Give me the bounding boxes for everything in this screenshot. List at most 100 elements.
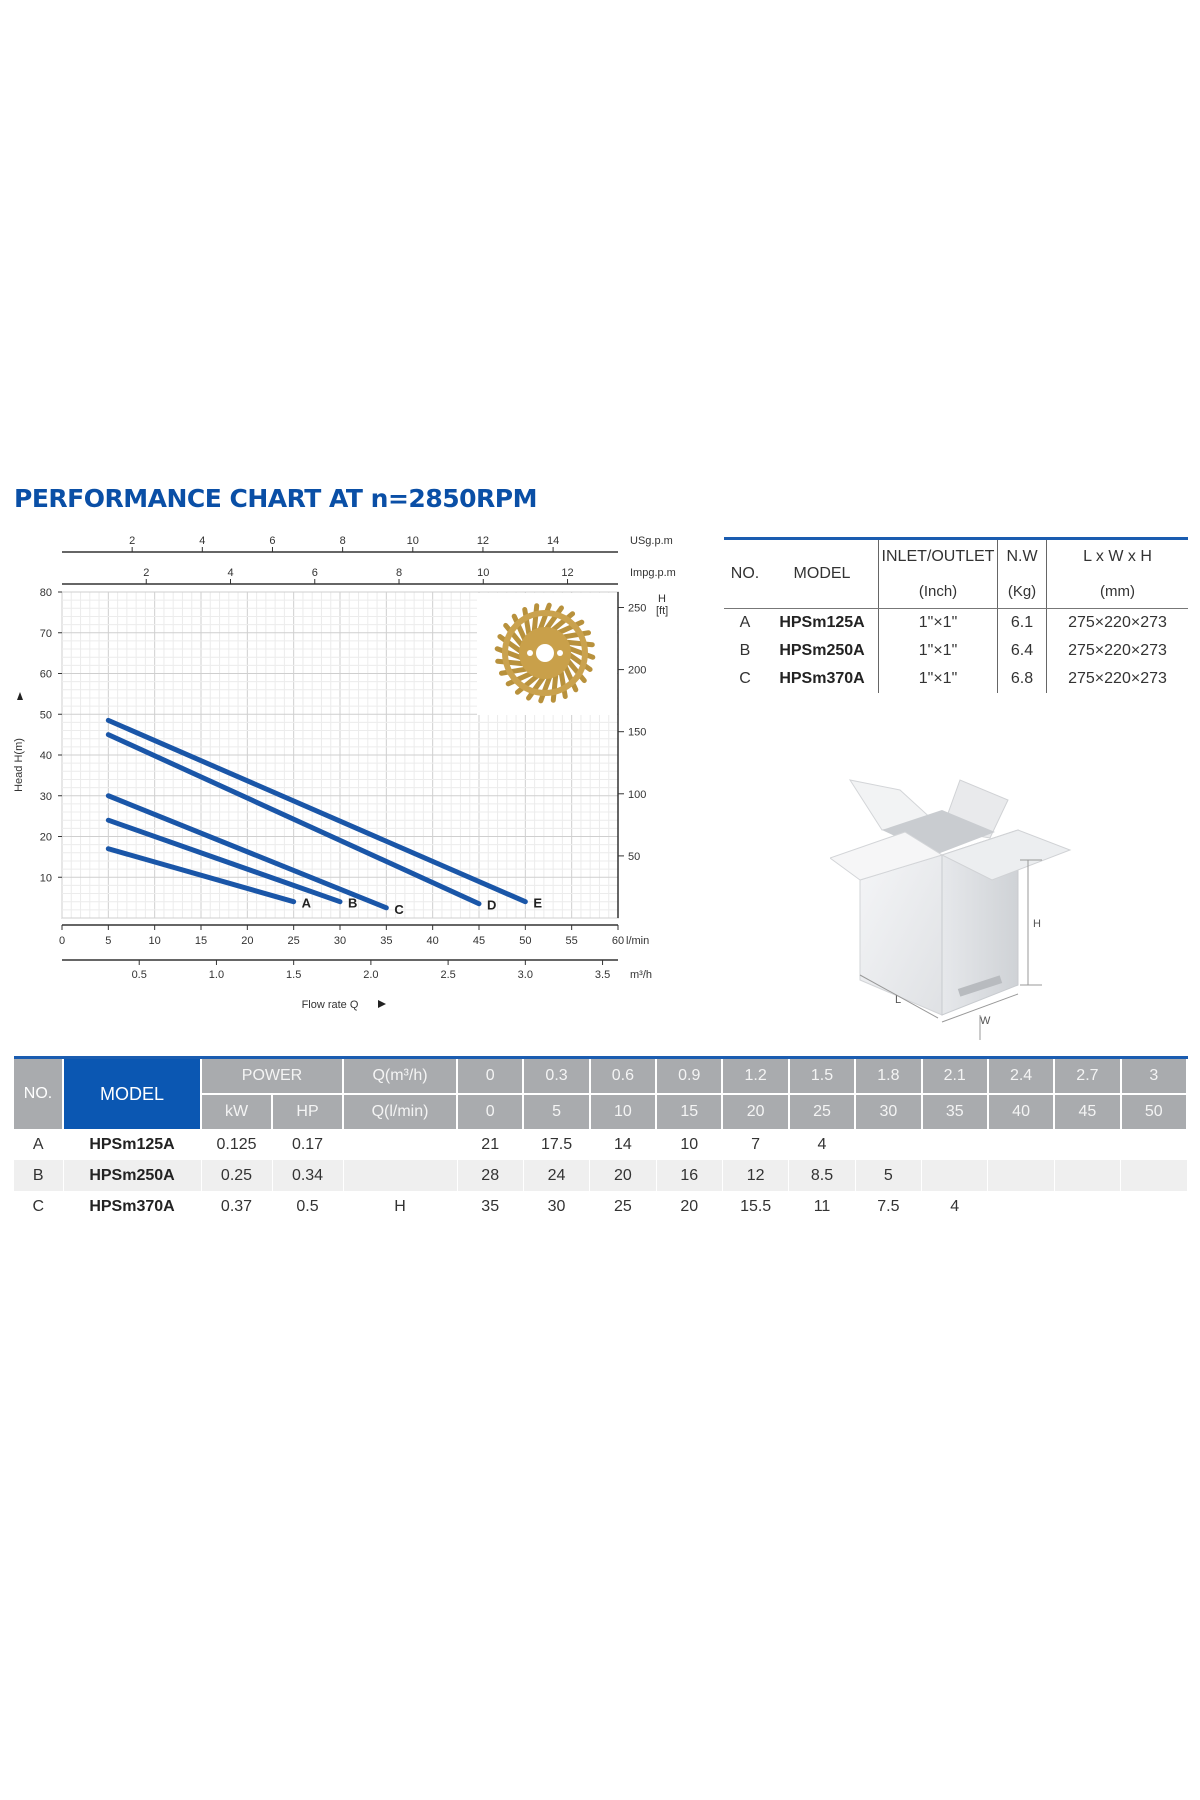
perf-kw: 0.37 bbox=[201, 1191, 273, 1222]
perf-h-cell: 28 bbox=[457, 1160, 524, 1191]
impeller-image bbox=[494, 602, 596, 704]
series-line-b bbox=[105, 817, 343, 905]
perf-q-blank bbox=[343, 1129, 458, 1160]
perf-h-cell bbox=[1120, 1160, 1188, 1191]
spec-row: B HPSm250A 1"×1" 6.4 275×220×273 bbox=[724, 637, 1188, 665]
ft-axis-unit: H bbox=[658, 593, 666, 605]
y-tick-label: 40 bbox=[40, 750, 52, 762]
m3h-tick-label: 1.5 bbox=[286, 969, 301, 981]
perf-h-cell: 17.5 bbox=[523, 1129, 591, 1160]
spec-no: B bbox=[739, 642, 751, 659]
perf-h-cell bbox=[987, 1129, 1055, 1160]
perf-header-kw: kW bbox=[201, 1093, 273, 1129]
perf-h-cell bbox=[987, 1160, 1055, 1191]
perf-model: HPSm370A bbox=[63, 1191, 202, 1222]
perf-h-cell bbox=[921, 1160, 989, 1191]
perf-h-cell: 7 bbox=[722, 1129, 790, 1160]
q-lmin-cell: 10 bbox=[589, 1093, 658, 1129]
perf-kw: 0.125 bbox=[201, 1129, 273, 1160]
perf-h-cell: 14 bbox=[589, 1129, 657, 1160]
spec-header-dims-unit: (mm) bbox=[1046, 574, 1188, 609]
perf-header-no: NO. bbox=[14, 1056, 64, 1129]
usgpm-tick-label: 4 bbox=[199, 535, 205, 547]
perf-h-cell: 5 bbox=[855, 1160, 923, 1191]
x-tick-label: 15 bbox=[195, 935, 207, 947]
usgpm-tick-label: 14 bbox=[547, 535, 559, 547]
q-lmin-cell: 45 bbox=[1054, 1093, 1122, 1129]
spec-nw: 6.4 bbox=[997, 637, 1047, 665]
q-m3h-cell: 1.5 bbox=[788, 1056, 857, 1094]
perf-h-cell: 21 bbox=[457, 1129, 524, 1160]
spec-header-inlet-unit: (Inch) bbox=[878, 574, 998, 609]
perf-h-cell: 7.5 bbox=[855, 1191, 923, 1222]
q-lmin-cell: 5 bbox=[523, 1093, 591, 1129]
ft-axis-unit: [ft] bbox=[656, 605, 668, 617]
perf-h-cell bbox=[1120, 1129, 1188, 1160]
q-m3h-cell: 3 bbox=[1120, 1056, 1189, 1094]
y-tick-label: 80 bbox=[40, 587, 52, 599]
y-axis-label: Head H(m) bbox=[13, 738, 25, 792]
spec-model: HPSm125A bbox=[779, 614, 865, 631]
perf-h-cell: 25 bbox=[589, 1191, 657, 1222]
series-label-a: A bbox=[302, 896, 312, 911]
perf-hp: 0.34 bbox=[272, 1160, 344, 1191]
spec-header-dims: L x W x H bbox=[1046, 537, 1188, 574]
q-m3h-cell: 2.4 bbox=[987, 1056, 1056, 1094]
perf-no: B bbox=[14, 1160, 64, 1191]
perf-h-cell: 12 bbox=[722, 1160, 790, 1191]
x-tick-label: 20 bbox=[241, 935, 253, 947]
impgpm-axis-unit: Impg.p.m bbox=[630, 567, 676, 579]
perf-h-cell: 35 bbox=[457, 1191, 524, 1222]
perf-row: B HPSm250A 0.25 0.34 28 24 20 16 12 8.5 … bbox=[14, 1160, 1188, 1191]
impgpm-tick-label: 8 bbox=[396, 567, 402, 579]
q-lmin-cell: 35 bbox=[921, 1093, 989, 1129]
impgpm-tick-label: 2 bbox=[143, 567, 149, 579]
q-lmin-cell: 15 bbox=[656, 1093, 724, 1129]
spec-inlet: 1"×1" bbox=[878, 665, 998, 693]
perf-h-cell bbox=[987, 1191, 1055, 1222]
perf-h-cell: 10 bbox=[656, 1129, 723, 1160]
page-title: PERFORMANCE CHART AT n=2850RPM bbox=[14, 484, 537, 513]
perf-h-cell bbox=[855, 1129, 923, 1160]
spec-dims: 275×220×273 bbox=[1046, 608, 1188, 637]
x-tick-label: 35 bbox=[380, 935, 392, 947]
x-tick-label: 40 bbox=[427, 935, 439, 947]
box-label-h: H bbox=[1033, 918, 1041, 930]
perf-h-cell: 20 bbox=[656, 1191, 723, 1222]
q-m3h-cell: 0.3 bbox=[523, 1056, 591, 1094]
x-axis-label: Flow rate Q bbox=[302, 999, 359, 1011]
q-m3h-cell: 1.8 bbox=[855, 1056, 923, 1094]
perf-h-cell: 8.5 bbox=[788, 1160, 856, 1191]
series-line-c bbox=[105, 793, 389, 911]
q-m3h-cell: 0.6 bbox=[589, 1056, 658, 1094]
y-tick-label: 70 bbox=[40, 628, 52, 640]
spec-nw: 6.1 bbox=[997, 608, 1047, 637]
impgpm-tick-label: 4 bbox=[227, 567, 233, 579]
perf-no: A bbox=[14, 1129, 64, 1160]
perf-h-cell bbox=[1054, 1160, 1122, 1191]
x-tick-label: 30 bbox=[334, 935, 346, 947]
perf-h-cell: 24 bbox=[523, 1160, 591, 1191]
perf-row: C HPSm370A 0.37 0.5 H 35 30 25 20 15.5 1… bbox=[14, 1191, 1188, 1222]
ft-tick-label: 150 bbox=[628, 727, 646, 739]
perf-hp: 0.5 bbox=[272, 1191, 344, 1222]
spec-row: A HPSm125A 1"×1" 6.1 275×220×273 bbox=[724, 608, 1188, 637]
perf-h-cell: 16 bbox=[656, 1160, 723, 1191]
usgpm-tick-label: 12 bbox=[477, 535, 489, 547]
x-tick-label: 5 bbox=[105, 935, 111, 947]
usgpm-tick-label: 6 bbox=[269, 535, 275, 547]
perf-header-q-m3h: Q(m³/h) bbox=[343, 1056, 459, 1094]
perf-header-power: POWER bbox=[201, 1056, 345, 1094]
x-tick-label: 55 bbox=[566, 935, 578, 947]
m3h-axis-unit: m³/h bbox=[630, 969, 652, 981]
q-lmin-cell: 40 bbox=[987, 1093, 1056, 1129]
spec-header-no: NO. bbox=[724, 537, 766, 609]
m3h-tick-label: 3.5 bbox=[595, 969, 610, 981]
y-tick-label: 10 bbox=[40, 872, 52, 884]
perf-h-label: H bbox=[343, 1191, 458, 1222]
spec-dims: 275×220×273 bbox=[1046, 637, 1188, 665]
x-tick-label: 60 bbox=[612, 935, 624, 947]
m3h-tick-label: 0.5 bbox=[132, 969, 147, 981]
ft-tick-label: 250 bbox=[628, 602, 646, 614]
spec-header-nw-unit: (Kg) bbox=[997, 574, 1047, 609]
